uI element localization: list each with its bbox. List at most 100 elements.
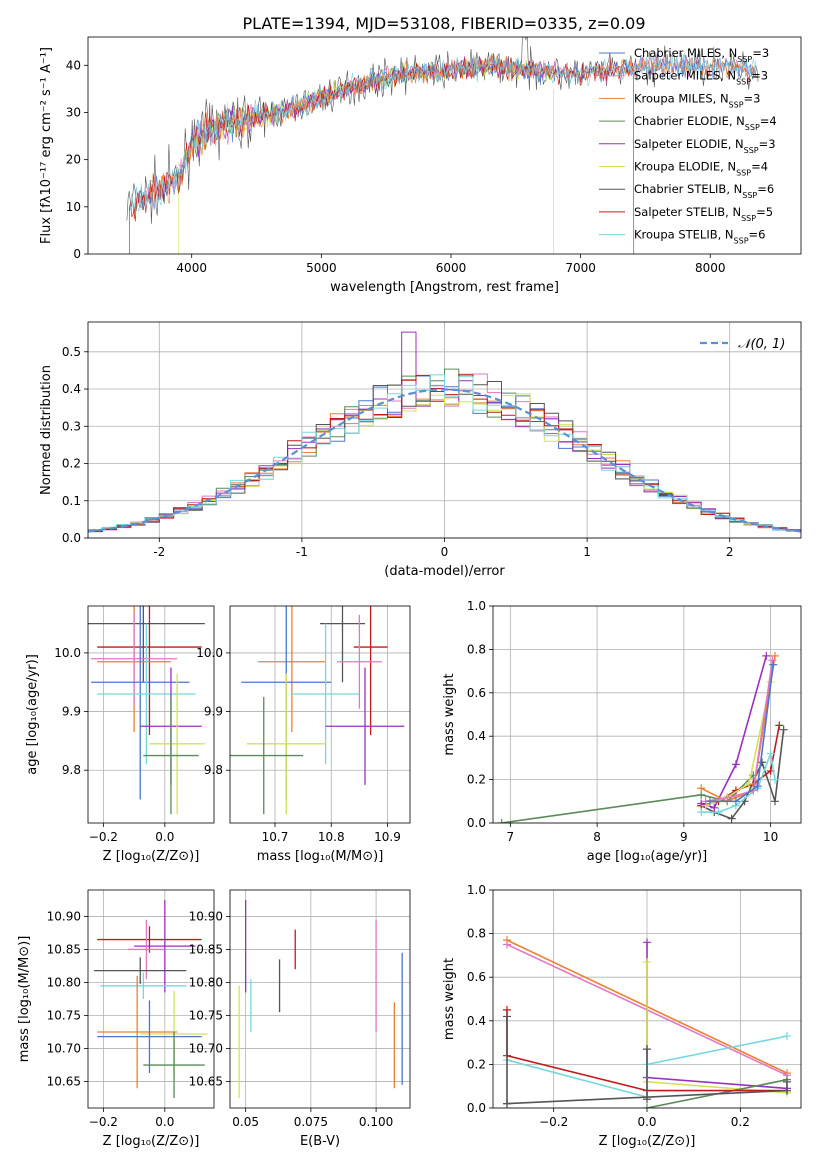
y-axis-label: mass [log₁₀(M/M⊙)] (17, 936, 32, 1063)
legend-label: Kroupa ELODIE, NSSP=4 (634, 160, 768, 178)
x-tick-label: 8000 (695, 261, 726, 275)
legend-label: Salpeter STELIB, NSSP=5 (634, 205, 773, 223)
y-tick-label: 10.65 (47, 1075, 81, 1089)
panel-7: 0.05 0.075 0.100 10.65 10.70 10.75 10.80 10.85 1… (189, 889, 411, 1149)
y-tick-label: 10.85 (189, 942, 223, 956)
weight-marker (731, 797, 740, 806)
legend: Chabrier MILES, NSSP=3 Salpeter MILES, NS… (599, 46, 777, 245)
weight-marker (497, 819, 506, 823)
axes-frame (492, 889, 802, 1109)
weight-marker (503, 1099, 511, 1108)
weight-marker (762, 651, 771, 660)
weight-line (700, 655, 768, 809)
y-tick-label: 0.4 (62, 382, 81, 396)
weight-marker (727, 792, 736, 801)
weight-line (709, 664, 774, 803)
weight-marker (731, 760, 740, 769)
y-tick-label: 0.3 (62, 419, 81, 433)
weight-marker (643, 938, 651, 947)
weight-marker (768, 656, 777, 665)
axes-frame (492, 605, 802, 824)
legend-label: Chabrier MILES, NSSP=3 (634, 46, 769, 64)
legend-label: 𝒩(0, 1) (738, 337, 785, 352)
weight-marker (503, 940, 511, 949)
x-tick-label: −0.2 (89, 1115, 118, 1129)
panel-8: −0.2 0.0 0.2 0.0 0.2 0.4 0.6 0.8 1.0 Z [log₁₀(Z/Z… (442, 883, 802, 1149)
legend-label: Salpeter MILES, NSSP=3 (634, 69, 768, 87)
panel-4: 10.7 10.8 10.9 9.8 9.9 10.0 mass [log₁₀(M/M⊙)] (196, 605, 411, 864)
y-tick-label: 10.0 (196, 646, 223, 660)
weight-marker (783, 1086, 791, 1095)
figure-title: PLATE=1394, MJD=53108, FIBERID=0335, z=0… (242, 14, 645, 33)
x-axis-label: Z [log₁₀(Z/Z⊙)] (103, 1134, 200, 1149)
y-tick-label: 1.0 (467, 599, 486, 613)
panel-1: 4000 5000 6000 7000 8000 0 10 20 30 40 wavelength … (39, 36, 802, 295)
weight-marker (643, 957, 651, 966)
y-tick-label: 9.9 (62, 705, 81, 719)
y-tick-label: 10.70 (189, 1042, 223, 1056)
x-tick-label: 2 (726, 545, 734, 559)
x-tick-label: −0.2 (89, 830, 118, 844)
x-tick-label: -2 (153, 545, 165, 559)
x-tick-label: 9 (680, 830, 688, 844)
y-tick-label: 0.0 (62, 531, 81, 545)
x-tick-label: 6000 (436, 261, 467, 275)
x-tick-label: 7000 (565, 261, 596, 275)
x-tick-label: -1 (296, 545, 308, 559)
normal-curve (88, 388, 801, 533)
x-tick-label: 1 (583, 545, 591, 559)
legend: 𝒩(0, 1) (700, 337, 785, 352)
x-tick-label: 7 (507, 830, 515, 844)
histogram-kroupa-stelib (88, 374, 801, 538)
plot-area (88, 331, 801, 538)
weight-marker (697, 808, 706, 817)
weight-marker (783, 1077, 791, 1086)
x-axis-label: E(B-V) (300, 1134, 340, 1149)
x-tick-label: 0.05 (232, 1115, 259, 1129)
weight-marker (744, 779, 753, 788)
weight-marker (770, 775, 779, 784)
legend-label: Salpeter ELODIE, NSSP=3 (634, 137, 776, 155)
weight-line (646, 961, 788, 1094)
y-axis-label: Normed distribution (39, 365, 54, 495)
x-tick-label: 5000 (306, 261, 337, 275)
weight-marker (643, 1095, 651, 1104)
x-tick-label: 0.0 (637, 1115, 656, 1129)
y-axis-label: mass weight (442, 673, 457, 755)
y-tick-label: 10.90 (189, 909, 223, 923)
panel-5: 7 8 9 10 0.0 0.2 0.4 0.6 0.8 1.0 age [log₁₀(age/yr… (442, 599, 802, 864)
y-tick-label: 10.80 (189, 975, 223, 989)
y-tick-label: 20 (66, 153, 81, 167)
axes-frame (229, 889, 411, 1109)
x-tick-label: 0.100 (359, 1115, 393, 1129)
axes-frame (87, 605, 215, 824)
plot-area (497, 651, 788, 823)
y-tick-label: 10 (66, 200, 81, 214)
axes-frame (87, 36, 802, 255)
plot-area (88, 606, 205, 815)
y-axis-label: Flux [fλ10⁻¹⁷ erg cm⁻² s⁻¹ A⁻¹] (39, 47, 54, 244)
weight-marker (753, 782, 762, 791)
y-tick-label: 10.80 (47, 975, 81, 989)
y-tick-label: 0 (73, 247, 81, 261)
weight-marker (503, 1012, 511, 1021)
weight-marker (697, 799, 706, 808)
weight-line (646, 942, 788, 1090)
y-tick-label: 10.75 (189, 1009, 223, 1023)
y-tick-label: 0.4 (467, 1014, 486, 1028)
y-tick-label: 0.8 (467, 927, 486, 941)
y-tick-label: 9.8 (62, 763, 81, 777)
x-axis-label: Z [log₁₀(Z/Z⊙)] (103, 849, 200, 864)
weight-marker (770, 651, 779, 660)
y-tick-label: 0.6 (467, 970, 486, 984)
plot-area (94, 899, 208, 1099)
x-tick-label: 10.8 (318, 830, 345, 844)
weight-line (705, 660, 774, 803)
axes-frame (229, 605, 411, 824)
weight-marker (779, 725, 788, 734)
legend-label: Chabrier STELIB, NSSP=6 (634, 182, 774, 200)
legend-label: Chabrier ELODIE, NSSP=4 (634, 114, 777, 132)
spectrum-kroupa-miles (131, 53, 757, 220)
plot-area (126, 37, 759, 254)
y-tick-label: 10.70 (47, 1042, 81, 1056)
